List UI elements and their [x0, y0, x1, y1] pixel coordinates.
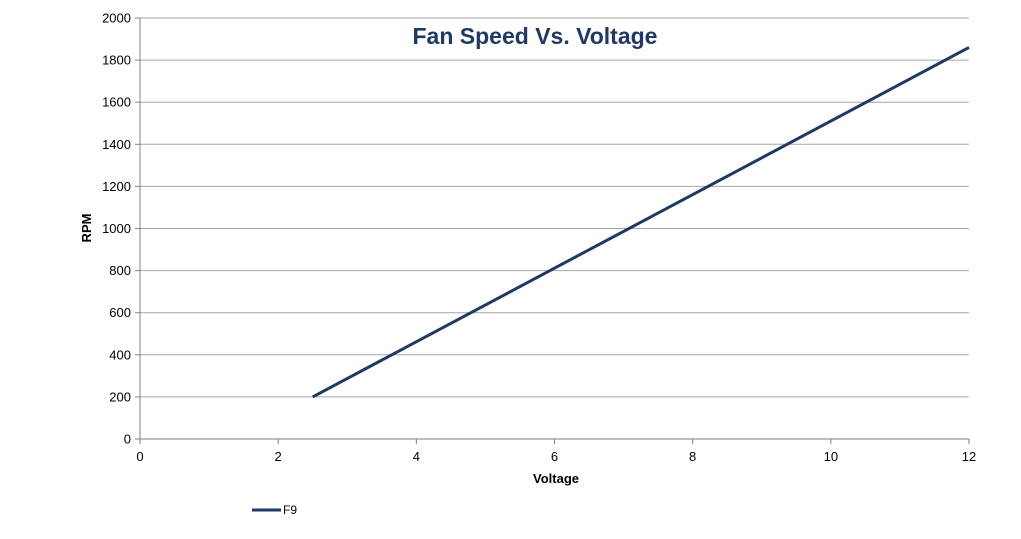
series-line-f9: [312, 46, 970, 399]
chart-title: Fan Speed Vs. Voltage: [413, 23, 658, 49]
y-tick-label: 1800: [102, 53, 131, 68]
y-tick-label: 2000: [102, 11, 131, 26]
y-tick-label: 1000: [102, 221, 131, 236]
x-tick-label: 4: [413, 449, 420, 464]
y-tick-label: 0: [124, 432, 131, 447]
x-tick-label: 6: [551, 449, 558, 464]
y-axis-title: RPM: [79, 214, 94, 243]
x-tick-label: 2: [275, 449, 282, 464]
y-tick-label: 1400: [102, 137, 131, 152]
gridlines: [140, 17, 969, 398]
y-tick-label: 400: [109, 347, 131, 362]
y-tick-label: 1200: [102, 179, 131, 194]
x-tick-label: 10: [824, 449, 838, 464]
y-tick-label: 200: [109, 389, 131, 404]
x-tick-label: 0: [136, 449, 143, 464]
axes: 0 200 400 600 800 1000 1200 1400 1600 1800 2000 0 2 4…: [102, 11, 976, 465]
legend-label-f9: F9: [283, 503, 297, 517]
series-layer: [312, 46, 970, 399]
x-axis-title: Voltage: [533, 471, 579, 486]
x-tick-label: 12: [962, 449, 976, 464]
x-tick-label: 8: [689, 449, 696, 464]
y-tick-label: 1600: [102, 95, 131, 110]
y-tick-label: 600: [109, 305, 131, 320]
y-tick-label: 800: [109, 263, 131, 278]
legend: F9: [252, 503, 297, 517]
